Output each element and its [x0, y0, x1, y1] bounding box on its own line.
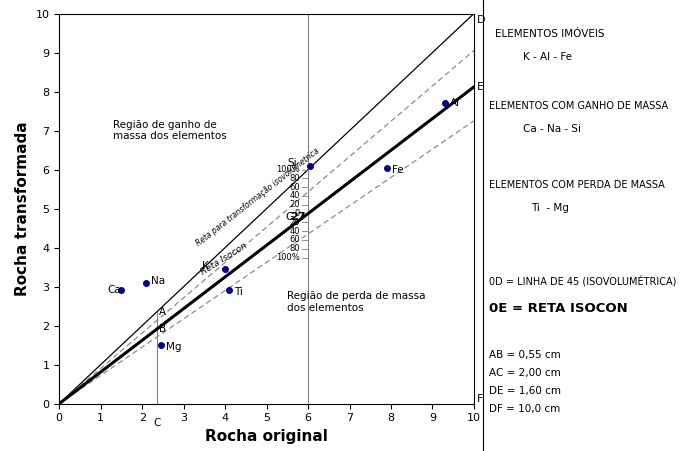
- Text: D: D: [477, 15, 486, 25]
- Text: 0E = RETA ISOCON: 0E = RETA ISOCON: [489, 302, 627, 315]
- Text: 20: 20: [289, 218, 300, 227]
- Text: Na: Na: [151, 276, 165, 286]
- Text: B: B: [159, 324, 167, 334]
- X-axis label: Rocha original: Rocha original: [205, 429, 328, 444]
- Text: Reta Isocon: Reta Isocon: [199, 241, 249, 277]
- Text: DF = 10,0 cm: DF = 10,0 cm: [489, 404, 560, 414]
- Text: K: K: [202, 261, 209, 272]
- Text: K - Al - Fe: K - Al - Fe: [523, 52, 572, 62]
- Text: 80: 80: [289, 244, 300, 253]
- Text: 40: 40: [289, 192, 300, 201]
- Text: 0: 0: [295, 209, 300, 218]
- Text: Si: Si: [287, 158, 297, 168]
- Text: ELEMENTOS COM PERDA DE MASSA: ELEMENTOS COM PERDA DE MASSA: [489, 180, 664, 190]
- Text: Ca - Na - Si: Ca - Na - Si: [523, 124, 581, 134]
- Text: 27: 27: [291, 212, 306, 222]
- Text: 60: 60: [289, 183, 300, 192]
- Text: DE = 1,60 cm: DE = 1,60 cm: [489, 386, 560, 396]
- Text: 20: 20: [289, 200, 300, 209]
- Text: Região de perda de massa
dos elementos: Região de perda de massa dos elementos: [287, 291, 426, 313]
- Text: A: A: [159, 307, 167, 317]
- Text: 0D = LINHA DE 45 (ISOVOLUMÉTRICA): 0D = LINHA DE 45 (ISOVOLUMÉTRICA): [489, 275, 676, 286]
- Text: C: C: [153, 419, 160, 428]
- Text: Ca: Ca: [107, 285, 121, 295]
- Text: Al: Al: [450, 98, 460, 108]
- Text: 100%: 100%: [276, 165, 300, 174]
- Text: Reta para transformação isovolumetrica: Reta para transformação isovolumetrica: [194, 146, 321, 248]
- Text: E: E: [477, 82, 484, 92]
- Text: G: G: [285, 212, 293, 222]
- Text: AB = 0,55 cm: AB = 0,55 cm: [489, 350, 560, 359]
- Text: Fe: Fe: [392, 165, 404, 175]
- Text: Mg: Mg: [166, 342, 181, 352]
- Text: ELEMENTOS IMÓVEIS: ELEMENTOS IMÓVEIS: [495, 29, 604, 39]
- Text: 100%: 100%: [276, 253, 300, 262]
- Text: 80: 80: [289, 174, 300, 183]
- Text: Ti: Ti: [234, 287, 243, 297]
- Text: Região de ganho de
massa dos elementos: Região de ganho de massa dos elementos: [113, 120, 227, 141]
- Text: F: F: [477, 394, 484, 404]
- Text: ELEMENTOS COM GANHO DE MASSA: ELEMENTOS COM GANHO DE MASSA: [489, 101, 668, 111]
- Y-axis label: Rocha transformada: Rocha transformada: [15, 121, 30, 296]
- Text: Ti  - Mg: Ti - Mg: [531, 203, 569, 213]
- Text: 40: 40: [289, 227, 300, 236]
- Text: 60: 60: [289, 235, 300, 244]
- Text: AC = 2,00 cm: AC = 2,00 cm: [489, 368, 560, 377]
